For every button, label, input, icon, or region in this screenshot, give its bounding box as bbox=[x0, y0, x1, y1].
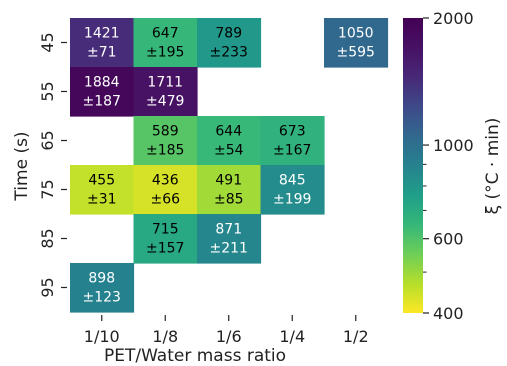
cell-error-label: ±167 bbox=[273, 143, 311, 159]
heatmap-cell bbox=[197, 18, 262, 68]
cell-error-label: ±595 bbox=[337, 45, 375, 61]
cell-value-label: 715 bbox=[152, 222, 179, 238]
heatmap-cell bbox=[70, 67, 135, 117]
cell-error-label: ±66 bbox=[150, 192, 180, 208]
heatmap-cell bbox=[197, 214, 262, 264]
cell-value-label: 436 bbox=[152, 173, 179, 189]
y-axis-label: Time (s) bbox=[12, 131, 32, 201]
cell-error-label: ±479 bbox=[146, 94, 184, 110]
x-axis-label: PET/Water mass ratio bbox=[104, 346, 286, 366]
colorbar-label: ξ (°C · min) bbox=[483, 118, 503, 215]
cell-error-label: ±54 bbox=[214, 143, 244, 159]
heatmap-cell bbox=[133, 214, 198, 264]
colorbar-tick-label: 400 bbox=[433, 304, 464, 323]
heatmap-cell bbox=[197, 116, 262, 166]
cell-value-label: 644 bbox=[215, 124, 242, 140]
colorbar-tick-label: 1000 bbox=[433, 136, 474, 155]
y-tick-label: 75 bbox=[38, 179, 57, 199]
cell-value-label: 1711 bbox=[147, 75, 183, 91]
cell-value-label: 845 bbox=[279, 173, 306, 189]
y-tick-label: 45 bbox=[38, 32, 57, 52]
cell-value-label: 871 bbox=[215, 222, 242, 238]
cell-value-label: 789 bbox=[215, 26, 242, 42]
cell-value-label: 589 bbox=[152, 124, 179, 140]
heatmap-cell bbox=[260, 165, 325, 215]
cell-value-label: 455 bbox=[88, 173, 115, 189]
heatmap-cell bbox=[133, 165, 198, 215]
cell-value-label: 1884 bbox=[84, 75, 120, 91]
cell-error-label: ±211 bbox=[210, 241, 248, 257]
y-tick-label: 55 bbox=[38, 81, 57, 101]
x-tick-label: 1/4 bbox=[279, 327, 305, 346]
colorbar-gradient bbox=[403, 18, 423, 313]
cell-error-label: ±233 bbox=[210, 45, 248, 61]
cell-value-label: 1421 bbox=[84, 26, 120, 42]
cell-value-label: 491 bbox=[215, 173, 242, 189]
cell-error-label: ±195 bbox=[146, 45, 184, 61]
heatmap-cell bbox=[324, 18, 389, 68]
cell-error-label: ±123 bbox=[83, 290, 121, 306]
heatmap-cell bbox=[70, 165, 135, 215]
y-axis: 45 55 65 75 85 95 bbox=[38, 32, 67, 298]
heatmap-cells: 1421 ±71 647 ±195 789 ±233 1050 ±595 1884 ±187 171… bbox=[70, 18, 389, 313]
heatmap-cell bbox=[133, 18, 198, 68]
cell-error-label: ±187 bbox=[83, 94, 121, 110]
x-tick-label: 1/8 bbox=[152, 327, 178, 346]
x-tick-label: 1/10 bbox=[84, 327, 120, 346]
cell-error-label: ±199 bbox=[273, 192, 311, 208]
x-tick-label: 1/2 bbox=[343, 327, 369, 346]
cell-value-label: 1050 bbox=[338, 26, 374, 42]
y-tick-label: 65 bbox=[38, 130, 57, 150]
heatmap-cell bbox=[133, 67, 198, 117]
colorbar-tick-label: 600 bbox=[433, 230, 464, 249]
cell-error-label: ±71 bbox=[87, 45, 117, 61]
colorbar-tick-label: 2000 bbox=[433, 9, 474, 28]
cell-value-label: 898 bbox=[88, 271, 115, 287]
cell-error-label: ±185 bbox=[146, 143, 184, 159]
heatmap-cell bbox=[70, 18, 135, 68]
cell-value-label: 673 bbox=[279, 124, 306, 140]
y-tick-label: 85 bbox=[38, 228, 57, 248]
y-tick-label: 95 bbox=[38, 277, 57, 297]
cell-value-label: 647 bbox=[152, 26, 179, 42]
heatmap-cell bbox=[260, 116, 325, 166]
heatmap-cell bbox=[197, 165, 262, 215]
cell-error-label: ±157 bbox=[146, 241, 184, 257]
colorbar bbox=[403, 18, 423, 313]
x-axis: 1/10 1/8 1/6 1/4 1/2 bbox=[84, 315, 369, 346]
cell-error-label: ±31 bbox=[87, 192, 117, 208]
cell-error-label: ±85 bbox=[214, 192, 244, 208]
heatmap-cell bbox=[70, 263, 135, 313]
colorbar-ticks: 400 600 1000 2000 bbox=[423, 9, 474, 323]
x-tick-label: 1/6 bbox=[216, 327, 242, 346]
heatmap-cell bbox=[133, 116, 198, 166]
